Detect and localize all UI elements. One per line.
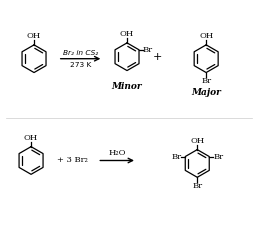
- Text: Br: Br: [201, 77, 211, 85]
- Text: Br: Br: [192, 182, 202, 190]
- Text: OH: OH: [199, 32, 213, 40]
- Text: + 3 Br₂: + 3 Br₂: [57, 156, 88, 164]
- Text: OH: OH: [120, 30, 134, 38]
- Text: Br: Br: [171, 152, 181, 160]
- Text: OH: OH: [24, 134, 38, 142]
- Text: OH: OH: [27, 32, 41, 40]
- Text: +: +: [153, 52, 162, 62]
- Text: Minor: Minor: [112, 82, 142, 91]
- Text: 273 K: 273 K: [70, 62, 91, 68]
- Text: Br: Br: [143, 46, 153, 54]
- Text: H₂O: H₂O: [108, 148, 126, 156]
- Text: OH: OH: [190, 137, 204, 145]
- Text: Br₂ in CS₂: Br₂ in CS₂: [63, 50, 98, 56]
- Text: Br: Br: [213, 152, 223, 160]
- Text: Major: Major: [191, 88, 221, 97]
